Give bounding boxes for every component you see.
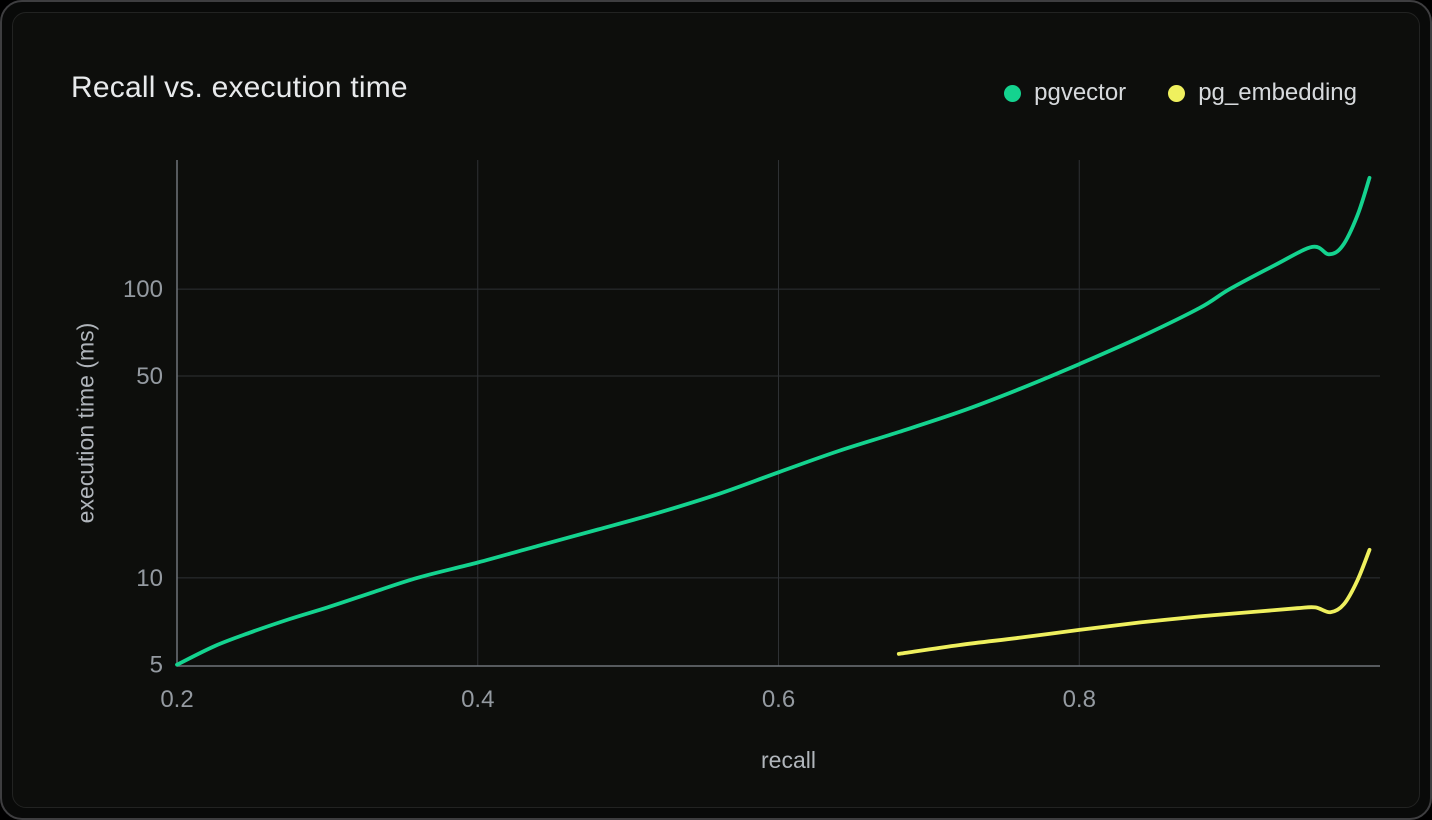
- y-tick-label: 5: [150, 652, 163, 679]
- series-line-pg_embedding: [896, 547, 1372, 656]
- y-tick-label: 50: [136, 363, 163, 390]
- x-tick-label: 0.6: [762, 686, 795, 713]
- legend-dot-icon: [1168, 84, 1186, 102]
- y-tick-label: 100: [123, 276, 163, 303]
- y-axis-title: execution time (ms): [72, 322, 99, 524]
- x-tick-label: 0.8: [1063, 686, 1096, 713]
- legend-label: pg_embedding: [1198, 79, 1357, 106]
- chart-card: Recall vs. execution time pgvector pg_em…: [12, 12, 1420, 808]
- y-tick-label: 10: [136, 565, 163, 592]
- x-tick-label: 0.2: [160, 686, 193, 713]
- chart-canvas: 0.2 0.4 0.6 0.8 5 10 50 100: [123, 160, 1380, 713]
- legend-dot-icon: [1004, 84, 1022, 102]
- x-axis-title: recall: [761, 747, 816, 773]
- legend-item-pg-embedding[interactable]: pg_embedding: [1168, 79, 1357, 107]
- legend-label: pgvector: [1034, 79, 1127, 106]
- series-line-pgvector: [175, 175, 1372, 667]
- chart-legend: pgvector pg_embedding: [1004, 79, 1357, 107]
- chart-title: Recall vs. execution time: [71, 71, 408, 104]
- x-tick-label: 0.4: [461, 686, 494, 713]
- legend-item-pgvector[interactable]: pgvector: [1004, 79, 1126, 107]
